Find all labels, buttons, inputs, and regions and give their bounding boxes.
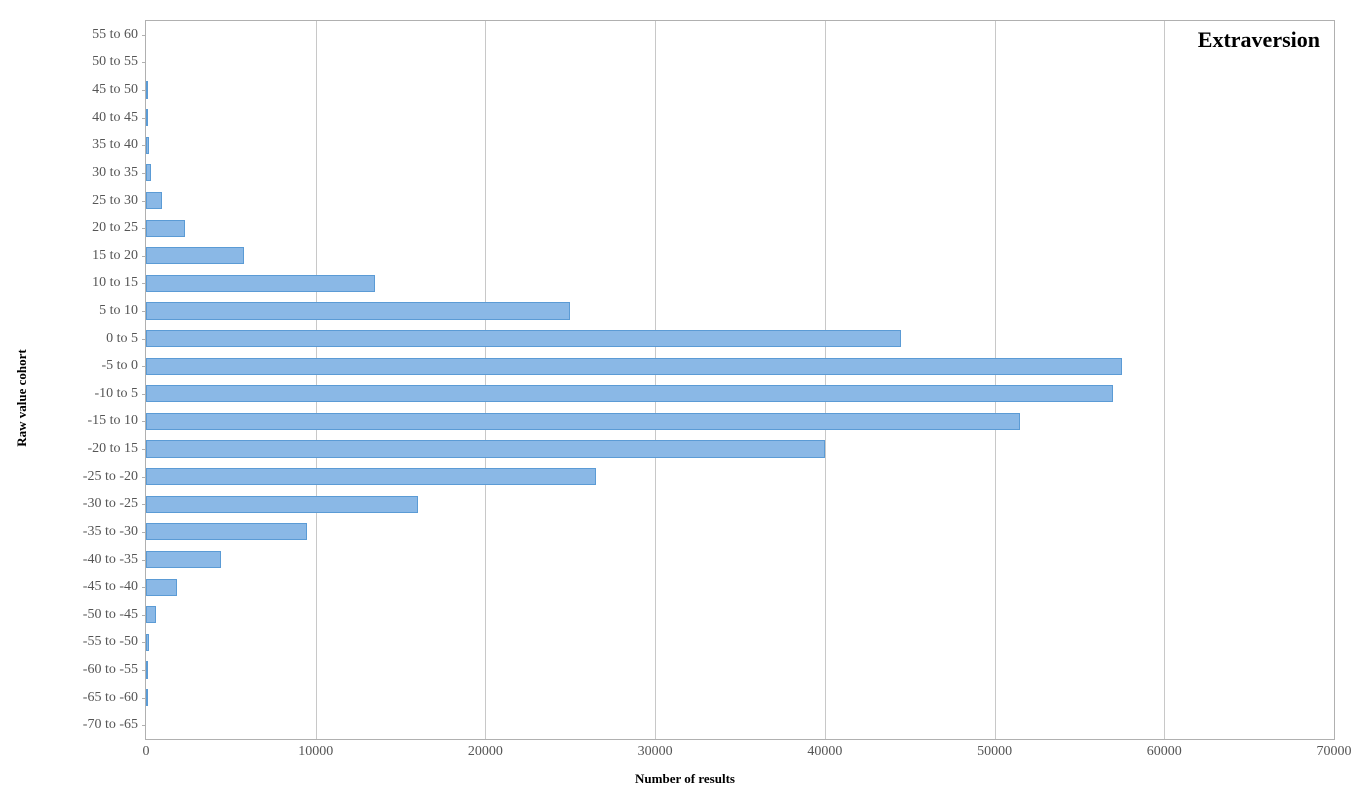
y-tick-mark (142, 725, 146, 726)
bar (146, 579, 177, 596)
y-tick-label: -10 to 5 (94, 386, 146, 402)
x-tick-label: 70000 (1317, 739, 1352, 760)
chart-title: Extraversion (1198, 27, 1320, 53)
bar (146, 606, 156, 623)
bar (146, 413, 1020, 430)
y-tick-label: 40 to 45 (92, 110, 146, 126)
y-tick-label: -30 to -25 (83, 496, 146, 512)
gridline (485, 21, 486, 739)
y-tick-label: 50 to 55 (92, 54, 146, 70)
bar (146, 634, 149, 651)
y-tick-label: 0 to 5 (106, 331, 146, 347)
y-tick-label: -70 to -65 (83, 717, 146, 733)
y-tick-label: -20 to 15 (87, 441, 146, 457)
x-tick-label: 20000 (468, 739, 503, 760)
bar (146, 496, 418, 513)
x-tick-label: 40000 (807, 739, 842, 760)
y-tick-label: -55 to -50 (83, 634, 146, 650)
bar (146, 137, 149, 154)
x-tick-label: 30000 (638, 739, 673, 760)
y-tick-label: -5 to 0 (101, 358, 146, 374)
bar (146, 275, 375, 292)
y-tick-label: -65 to -60 (83, 690, 146, 706)
gridline (316, 21, 317, 739)
y-tick-label: -60 to -55 (83, 662, 146, 678)
y-tick-label: 20 to 25 (92, 220, 146, 236)
bar (146, 330, 901, 347)
y-tick-label: 35 to 40 (92, 137, 146, 153)
bar (146, 689, 148, 706)
bar (146, 468, 596, 485)
bar (146, 661, 148, 678)
y-tick-label: 10 to 15 (92, 275, 146, 291)
y-tick-label: 45 to 50 (92, 82, 146, 98)
y-tick-mark (142, 62, 146, 63)
x-tick-label: 50000 (977, 739, 1012, 760)
bar (146, 440, 825, 457)
y-tick-label: -50 to -45 (83, 607, 146, 623)
chart-container: Raw value cohort Number of results Extra… (30, 10, 1340, 785)
y-tick-label: -40 to -35 (83, 552, 146, 568)
y-tick-label: -15 to 10 (87, 413, 146, 429)
x-tick-label: 60000 (1147, 739, 1182, 760)
bar (146, 551, 221, 568)
y-tick-label: 15 to 20 (92, 248, 146, 264)
y-tick-label: -45 to -40 (83, 579, 146, 595)
y-tick-label: 25 to 30 (92, 193, 146, 209)
plot-area: Extraversion 010000200003000040000500006… (145, 20, 1335, 740)
y-tick-label: 30 to 35 (92, 165, 146, 181)
gridline (995, 21, 996, 739)
bar (146, 358, 1122, 375)
y-tick-mark (142, 35, 146, 36)
y-axis-label: Raw value cohort (14, 349, 30, 447)
bar (146, 109, 148, 126)
bar (146, 164, 151, 181)
bar (146, 385, 1113, 402)
bar (146, 302, 570, 319)
y-tick-label: -25 to -20 (83, 469, 146, 485)
bar (146, 247, 244, 264)
y-tick-label: 5 to 10 (99, 303, 146, 319)
gridline (1164, 21, 1165, 739)
gridline (655, 21, 656, 739)
x-axis-label: Number of results (635, 771, 735, 787)
gridline (825, 21, 826, 739)
bar (146, 220, 185, 237)
bar (146, 523, 307, 540)
bar (146, 81, 148, 98)
y-tick-label: 55 to 60 (92, 27, 146, 43)
y-tick-label: -35 to -30 (83, 524, 146, 540)
bar (146, 192, 162, 209)
x-tick-label: 0 (143, 739, 150, 760)
x-tick-label: 10000 (298, 739, 333, 760)
